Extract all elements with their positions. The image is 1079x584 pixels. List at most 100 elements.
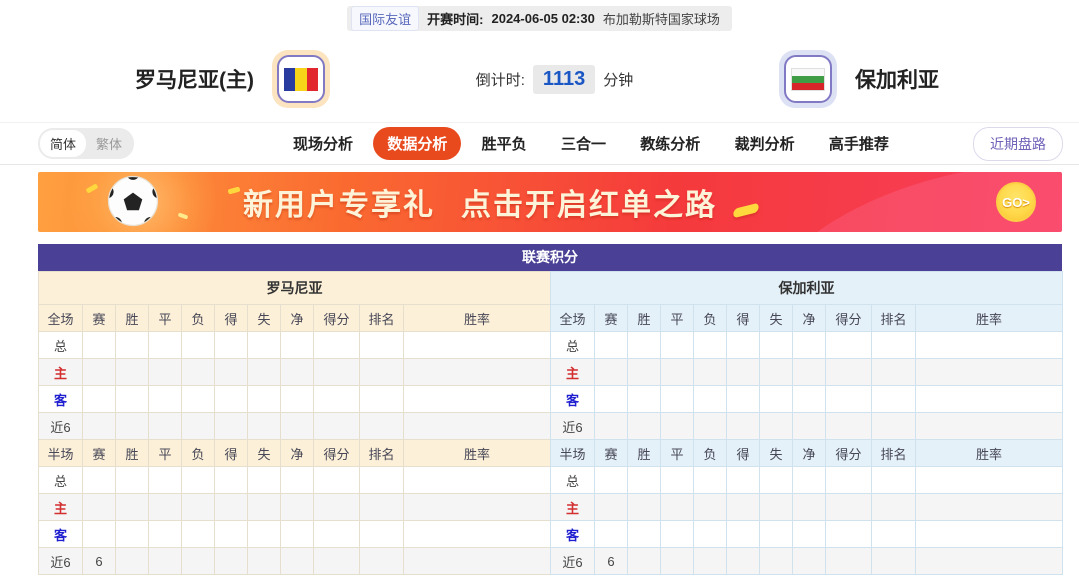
promo-banner[interactable]: 新用户专享礼 点击开启红单之路 GO> [38, 172, 1062, 232]
table-cell [280, 412, 314, 440]
bulgaria-flag-icon [783, 55, 832, 103]
table-cell [726, 493, 760, 521]
lang-simplified[interactable]: 简体 [40, 130, 87, 157]
row-label: 主 [550, 493, 595, 521]
banner-subtitle: 点击开启红单之路 [461, 189, 717, 222]
table-cell [148, 385, 182, 413]
column-header: 赛 [82, 304, 116, 332]
table-cell [247, 358, 281, 386]
lang-traditional[interactable]: 繁体 [96, 137, 123, 152]
table-cell [660, 331, 694, 359]
table-cell [792, 493, 826, 521]
table-cell [313, 493, 360, 521]
romania-flag-icon [277, 55, 325, 103]
table-cell [792, 466, 826, 494]
table-cell [82, 466, 116, 494]
column-header: 排名 [871, 439, 916, 467]
table-cell [594, 520, 628, 548]
tab-referee-analysis[interactable]: 裁判分析 [734, 136, 795, 153]
column-header: 净 [280, 304, 314, 332]
banner-title: 新用户专享礼 [243, 189, 435, 222]
column-header: 胜 [115, 439, 149, 467]
match-info-bar: 国际友谊 开赛时间: 2024-06-05 02:30 布加勒斯特国家球场 [0, 0, 1079, 36]
table-cell [693, 520, 727, 548]
table-row: 近6 6 [550, 547, 1064, 575]
column-header: 胜率 [914, 304, 1064, 332]
table-row: 总 [38, 331, 552, 359]
table-cell [214, 493, 248, 521]
table-cell [359, 412, 404, 440]
tab-coach-analysis[interactable]: 教练分析 [640, 136, 701, 153]
table-cell [594, 385, 628, 413]
table-cell [214, 412, 248, 440]
table-cell [871, 520, 916, 548]
tab-win-draw-lose[interactable]: 胜平负 [481, 136, 527, 153]
table-cell [825, 520, 872, 548]
tab-live-analysis[interactable]: 现场分析 [293, 136, 354, 153]
table-cell [871, 331, 916, 359]
confetti-decoration [227, 186, 241, 195]
table-cell [792, 385, 826, 413]
table-cell [660, 466, 694, 494]
countdown-unit: 分钟 [603, 71, 634, 89]
table-cell [247, 493, 281, 521]
table-cell [627, 412, 661, 440]
table-cell [660, 493, 694, 521]
table-cell [313, 331, 360, 359]
table-cell [402, 358, 552, 386]
table-cell [402, 331, 552, 359]
table-cell [115, 547, 149, 575]
column-header: 得分 [313, 304, 360, 332]
column-header: 净 [792, 304, 826, 332]
table-row: 客 [550, 520, 1064, 548]
table-row: 主 [38, 493, 552, 521]
row-label: 主 [38, 358, 83, 386]
recent-trend-button[interactable]: 近期盘路 [973, 126, 1063, 161]
go-button[interactable]: GO> [996, 182, 1036, 222]
table-cell [115, 358, 149, 386]
table-cell [402, 466, 552, 494]
table-cell [280, 385, 314, 413]
table-cell: 6 [594, 547, 628, 575]
away-team-name: 保加利亚 [854, 69, 939, 92]
column-header: 胜率 [914, 439, 1064, 467]
table-cell [914, 547, 1064, 575]
column-header: 得 [726, 304, 760, 332]
table-cell [82, 520, 116, 548]
table-cell [594, 493, 628, 521]
column-header: 全场 [38, 304, 83, 332]
column-header: 得 [214, 439, 248, 467]
table-cell [359, 520, 404, 548]
tab-data-analysis[interactable]: 数据分析 [373, 127, 462, 160]
banner-text: 新用户专享礼 点击开启红单之路 [243, 180, 759, 224]
column-header: 得 [214, 304, 248, 332]
analysis-nav: 简体 繁体 现场分析 数据分析 胜平负 三合一 教练分析 裁判分析 高手推荐 近… [0, 122, 1079, 165]
table-cell [115, 520, 149, 548]
language-toggle[interactable]: 简体 繁体 [38, 128, 135, 159]
table-cell [792, 520, 826, 548]
tab-expert-picks[interactable]: 高手推荐 [828, 136, 889, 153]
table-cell [594, 331, 628, 359]
table-row: 主 [38, 358, 552, 386]
row-label: 客 [38, 520, 83, 548]
column-header: 净 [792, 439, 826, 467]
table-cell [313, 385, 360, 413]
table-cell [660, 412, 694, 440]
table-cell: 6 [82, 547, 116, 575]
table-cell [115, 385, 149, 413]
table-row: 总 [38, 466, 552, 494]
table-cell [693, 412, 727, 440]
table-cell [825, 385, 872, 413]
table-cell [247, 412, 281, 440]
table-cell [181, 331, 215, 359]
table-cell [627, 385, 661, 413]
table-cell [759, 358, 793, 386]
column-header: 赛 [82, 439, 116, 467]
table-cell [313, 547, 360, 575]
row-label: 客 [550, 520, 595, 548]
column-header: 平 [660, 439, 694, 467]
table-cell [792, 547, 826, 575]
table-row: 客 [38, 520, 552, 548]
tab-three-in-one[interactable]: 三合一 [560, 136, 606, 153]
table-cell [148, 331, 182, 359]
